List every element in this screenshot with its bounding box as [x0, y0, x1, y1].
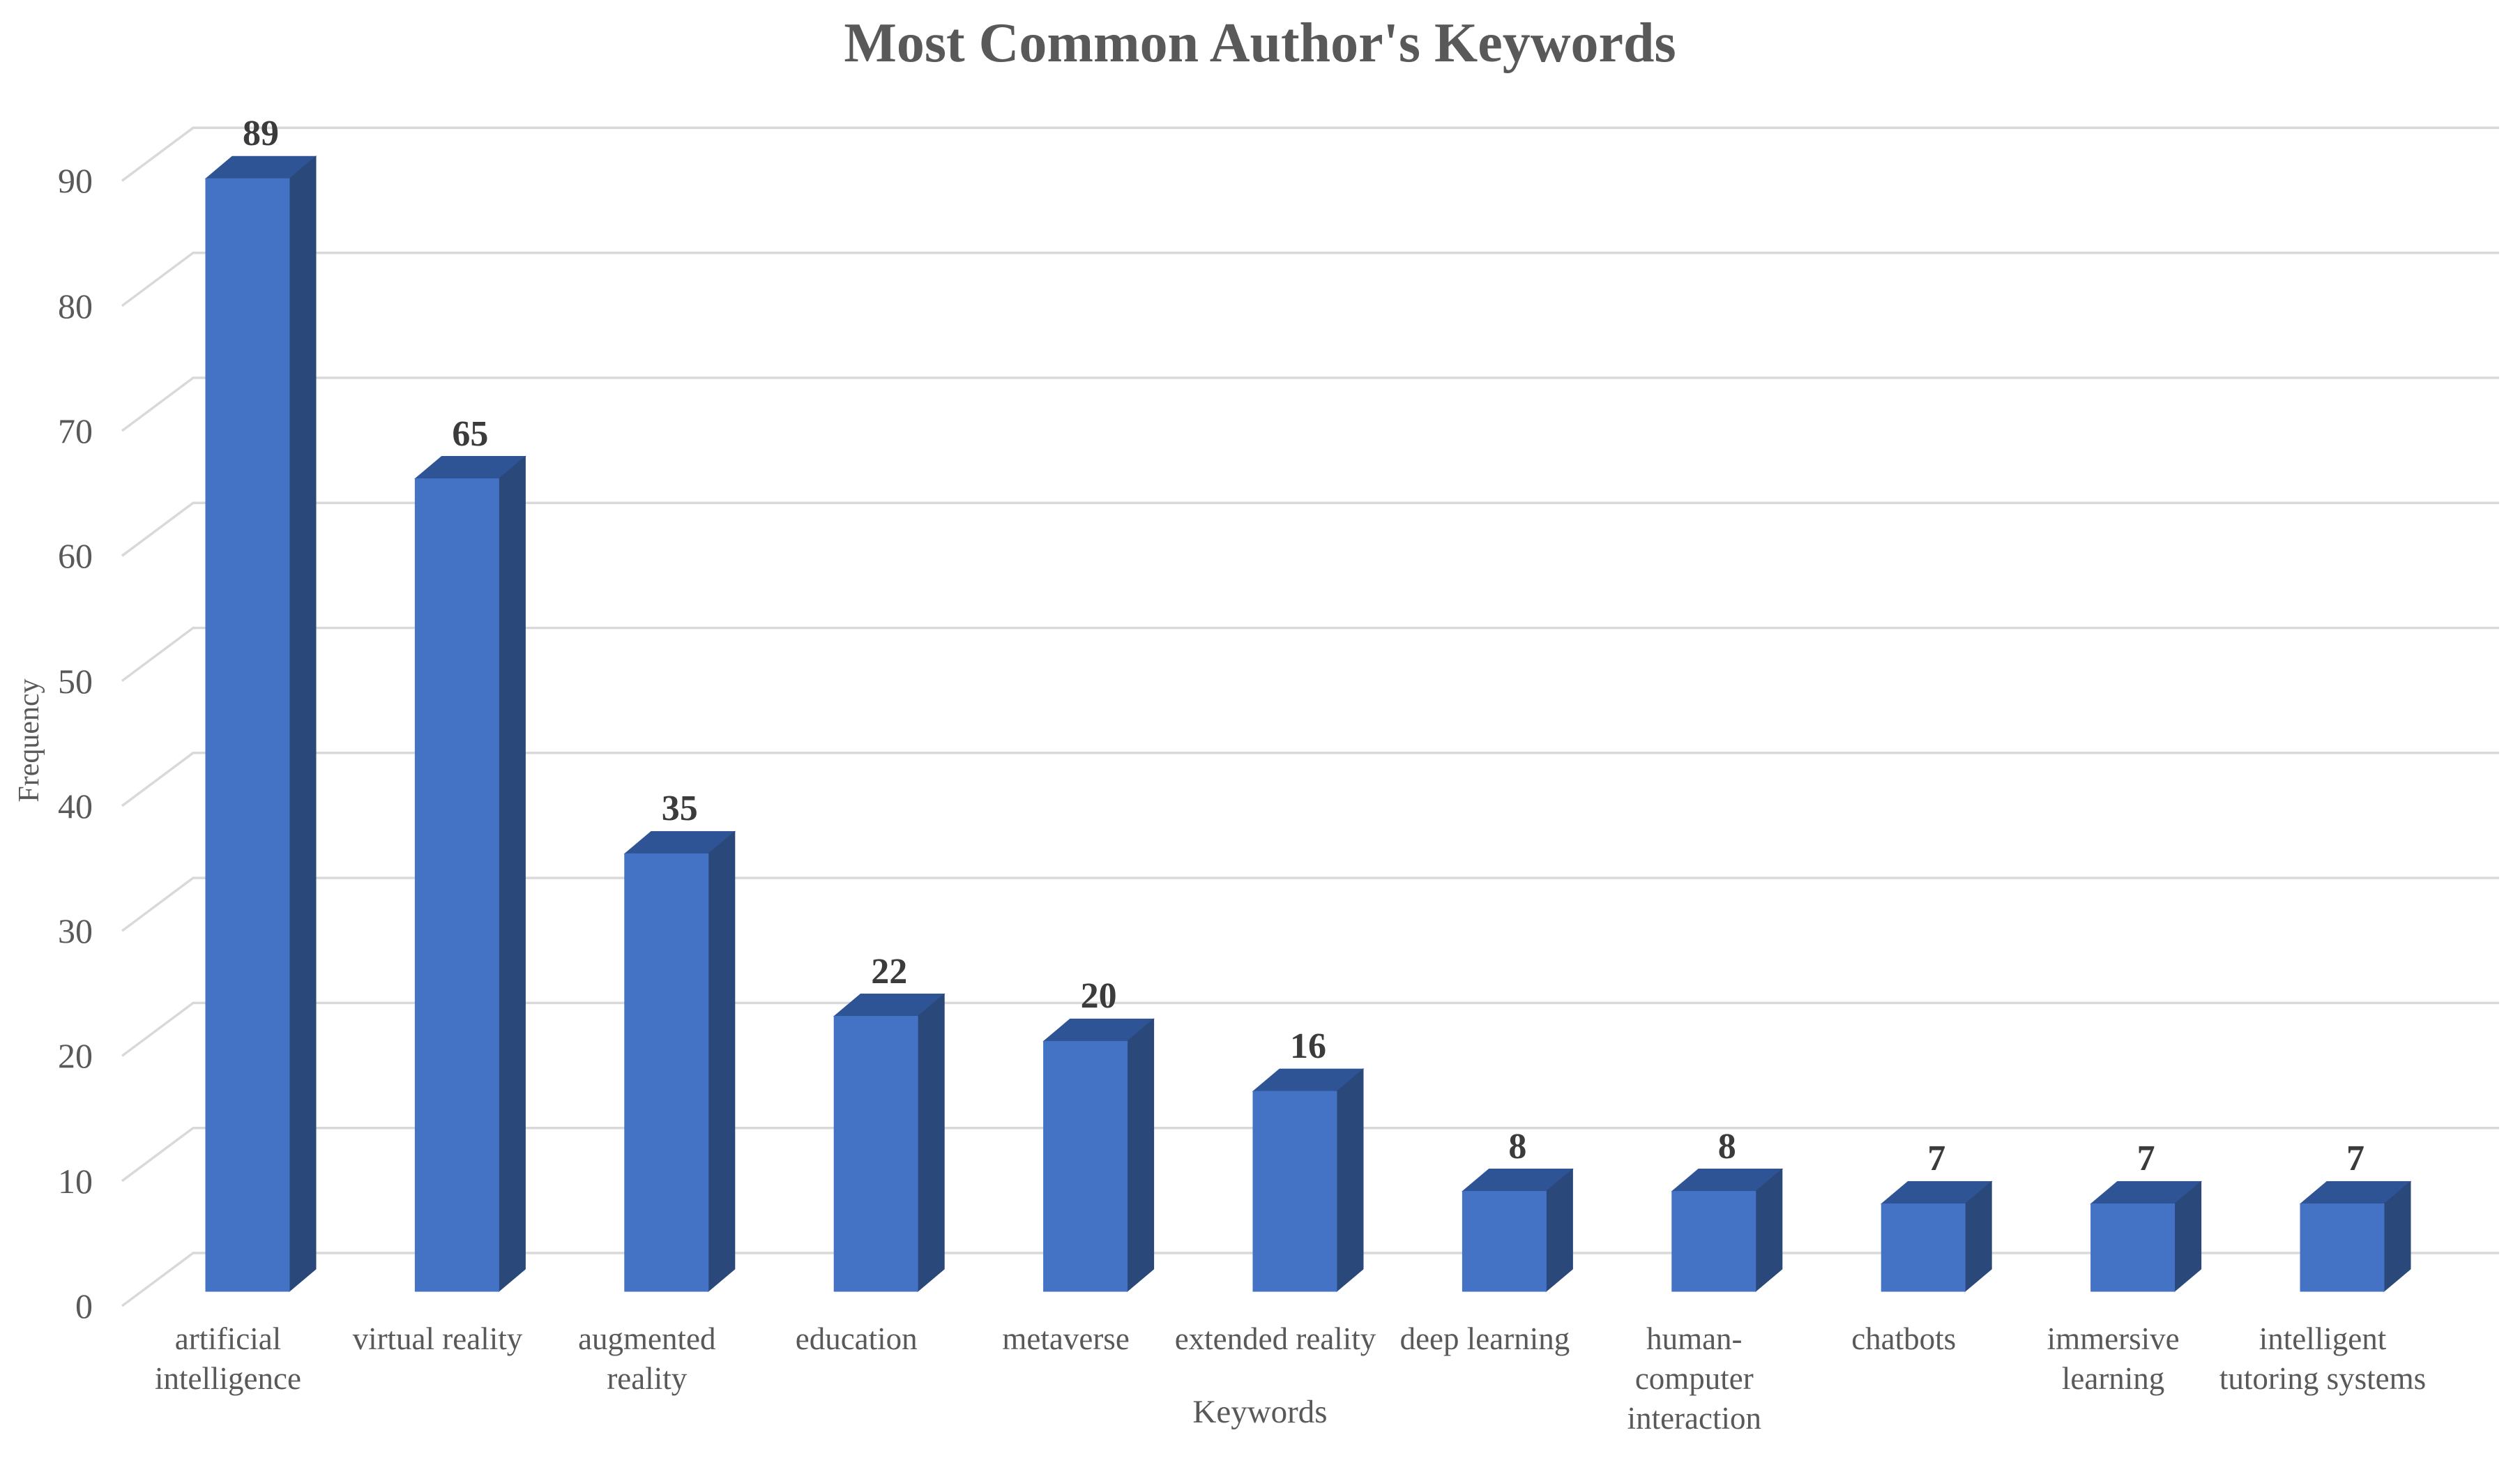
y-tick-label-20: 20 — [58, 1036, 93, 1076]
category-label-immersive-learning: immersive learning — [2047, 1321, 2180, 1396]
bar-front-face — [1671, 1191, 1756, 1292]
bar-side-face — [708, 830, 736, 1293]
bar-front-face — [1043, 1040, 1128, 1292]
gridline-40 — [121, 752, 2499, 807]
bar-side-face — [1127, 1018, 1155, 1293]
bar-front-face — [205, 178, 290, 1292]
value-label-intelligent-tutoring-systems: 7 — [2346, 1139, 2365, 1179]
bar-side-face — [1336, 1068, 1364, 1293]
gridline-70 — [121, 377, 2499, 432]
value-label-immersive-learning: 7 — [2136, 1139, 2155, 1179]
y-tick-label-80: 80 — [58, 286, 93, 326]
value-label-artificial-intelligence: 89 — [243, 114, 279, 154]
bar-deep-learning — [1462, 1168, 1574, 1293]
gridline-30 — [121, 876, 2499, 932]
category-label-virtual-reality: virtual reality — [352, 1321, 523, 1356]
bar-front-face — [414, 478, 499, 1292]
bar-intelligent-tutoring-systems — [2299, 1180, 2412, 1293]
chart-title: Most Common Author's Keywords — [844, 13, 1676, 74]
bar-metaverse — [1042, 1018, 1155, 1293]
bar-immersive-learning — [2090, 1180, 2202, 1293]
category-label-artificial-intelligence: artificial intelligence — [155, 1321, 301, 1396]
bar-front-face — [2090, 1203, 2176, 1292]
bar-front-face — [1252, 1091, 1337, 1292]
y-tick-label-70: 70 — [58, 411, 93, 450]
category-label-augmented-reality: augmented reality — [578, 1321, 716, 1396]
category-label-metaverse: metaverse — [1002, 1321, 1130, 1356]
category-label-intelligent-tutoring-systems: intelligent tutoring systems — [2219, 1321, 2427, 1396]
bar-side-face — [917, 993, 945, 1293]
y-tick-label-40: 40 — [58, 786, 93, 826]
y-tick-label-60: 60 — [58, 536, 93, 576]
value-label-human-computer-interaction: 8 — [1717, 1126, 1736, 1167]
bar-artificial-intelligence — [204, 155, 317, 1293]
bar-front-face — [624, 853, 709, 1292]
y-tick-label-30: 30 — [58, 911, 93, 951]
bar-front-face — [2300, 1203, 2385, 1292]
category-label-chatbots: chatbots — [1851, 1321, 1957, 1356]
bar-extended-reality — [1252, 1068, 1365, 1293]
value-label-chatbots: 7 — [1927, 1139, 1946, 1179]
gridline-60 — [121, 501, 2499, 557]
gridline-80 — [121, 251, 2499, 307]
y-tick-label-10: 10 — [58, 1161, 93, 1201]
bar-augmented-reality — [623, 830, 736, 1293]
bar-human-computer-interaction — [1671, 1168, 1784, 1293]
gridline-90 — [121, 126, 2499, 182]
gridline-10 — [121, 1126, 2499, 1183]
bar-side-face — [498, 455, 526, 1293]
bar-front-face — [1462, 1191, 1547, 1292]
bar-virtual-reality — [414, 455, 526, 1293]
bar-chatbots — [1880, 1180, 1993, 1293]
bar-front-face — [1881, 1203, 1966, 1292]
value-label-virtual-reality: 65 — [452, 413, 489, 454]
x-axis-title: Keywords — [1192, 1394, 1328, 1430]
bar-side-face — [289, 155, 317, 1293]
y-tick-label-0: 0 — [75, 1286, 93, 1326]
gridline-50 — [121, 626, 2499, 682]
value-label-extended-reality: 16 — [1290, 1026, 1326, 1067]
y-tick-label-50: 50 — [58, 661, 93, 701]
bar-front-face — [833, 1016, 918, 1292]
category-label-extended-reality: extended reality — [1174, 1321, 1376, 1356]
value-label-education: 22 — [871, 951, 908, 992]
y-tick-label-90: 90 — [58, 161, 93, 201]
bar-education — [833, 993, 946, 1293]
category-label-deep-learning: deep learning — [1399, 1321, 1570, 1356]
category-label-human-computer-interaction: human-computer interaction — [1627, 1321, 1761, 1436]
gridline-20 — [121, 1001, 2499, 1057]
value-label-metaverse: 20 — [1080, 976, 1117, 1017]
category-label-education: education — [795, 1321, 918, 1356]
value-label-deep-learning: 8 — [1508, 1126, 1527, 1167]
value-label-augmented-reality: 35 — [661, 789, 698, 829]
